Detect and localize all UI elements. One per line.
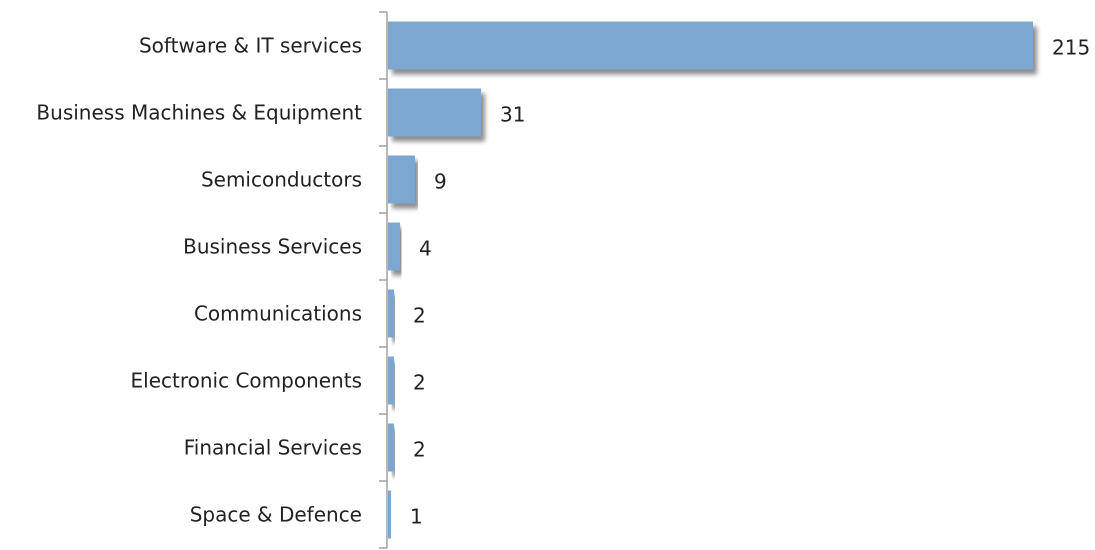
category-label: Communications	[194, 302, 362, 326]
data-label: 2	[413, 438, 426, 462]
category-label: Semiconductors	[201, 168, 362, 192]
category-label: Financial Services	[184, 436, 362, 460]
data-label: 2	[413, 371, 426, 395]
data-label: 2	[413, 304, 426, 328]
bar-2	[388, 155, 415, 204]
category-label: Software & IT services	[139, 34, 362, 58]
category-label: Electronic Components	[131, 369, 362, 393]
data-label: 1	[410, 505, 423, 529]
labels-layer: Software & IT services 215 Business Machin…	[36, 34, 1090, 529]
bar-5	[388, 356, 394, 405]
category-label: Business Services	[183, 235, 362, 259]
bar-3	[388, 222, 400, 271]
category-axis	[379, 11, 388, 549]
bar-7	[388, 490, 391, 539]
data-label: 9	[434, 170, 447, 194]
category-label: Space & Defence	[190, 503, 362, 527]
bar-4	[388, 289, 394, 338]
data-label: 215	[1052, 36, 1090, 60]
category-label: Business Machines & Equipment	[36, 101, 362, 125]
bar-1	[388, 88, 481, 137]
data-label: 4	[419, 237, 432, 261]
bar-0	[388, 21, 1033, 70]
bar-6	[388, 423, 394, 472]
bars-layer	[388, 21, 1033, 539]
data-label: 31	[500, 103, 525, 127]
